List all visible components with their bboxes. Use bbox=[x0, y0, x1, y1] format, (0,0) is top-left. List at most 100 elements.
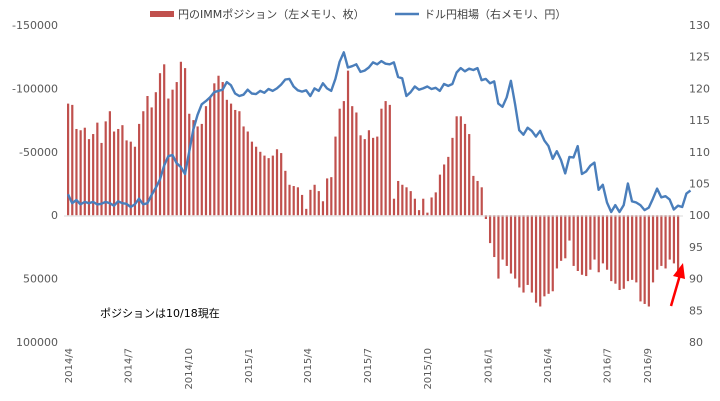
position-bar bbox=[514, 215, 517, 279]
position-bar bbox=[526, 215, 529, 285]
position-bar bbox=[313, 184, 316, 216]
position-bar bbox=[100, 142, 103, 216]
position-bar bbox=[468, 134, 471, 216]
position-bar bbox=[443, 164, 446, 216]
position-bar bbox=[229, 103, 233, 216]
position-bar bbox=[656, 215, 659, 270]
left-tick-label: 0 bbox=[51, 209, 58, 222]
left-tick-label: -100000 bbox=[12, 82, 58, 95]
right-tick-label: 100 bbox=[689, 209, 710, 222]
position-bar bbox=[505, 215, 508, 266]
position-bar bbox=[246, 131, 249, 216]
left-tick-label: 50000 bbox=[23, 273, 58, 286]
position-bar bbox=[133, 146, 137, 216]
position-bar bbox=[610, 215, 613, 282]
position-bar bbox=[309, 189, 312, 216]
right-tick-label: 90 bbox=[689, 273, 703, 286]
position-bar bbox=[79, 130, 82, 216]
position-bar bbox=[426, 212, 429, 216]
position-bar bbox=[296, 187, 299, 216]
right-tick-label: 115 bbox=[689, 114, 710, 127]
position-bar bbox=[154, 92, 157, 216]
position-bar bbox=[576, 215, 579, 271]
left-tick-label: -50000 bbox=[19, 146, 58, 159]
position-bar bbox=[200, 123, 203, 216]
position-bar bbox=[568, 215, 571, 241]
position-bar bbox=[509, 215, 513, 274]
position-bar bbox=[213, 83, 216, 216]
position-bar bbox=[259, 151, 262, 216]
position-bar bbox=[392, 198, 396, 216]
position-bar bbox=[342, 101, 345, 216]
position-bar bbox=[117, 128, 120, 216]
position-bar bbox=[163, 64, 166, 216]
position-bar bbox=[668, 215, 671, 260]
position-bar bbox=[422, 198, 425, 216]
position-bar bbox=[484, 215, 488, 220]
position-bar bbox=[651, 215, 655, 283]
position-bar bbox=[242, 126, 245, 216]
position-bar bbox=[397, 180, 400, 216]
position-bar bbox=[346, 70, 350, 216]
position-bar bbox=[560, 215, 563, 261]
position-bar bbox=[255, 146, 258, 216]
position-bar bbox=[150, 107, 153, 216]
position-bar bbox=[288, 184, 291, 216]
x-tick-label: 2016/7 bbox=[603, 348, 614, 383]
position-bar bbox=[326, 178, 329, 216]
position-bar bbox=[305, 208, 308, 216]
position-bar bbox=[317, 191, 320, 216]
position-bar bbox=[543, 215, 546, 297]
position-bar bbox=[183, 68, 187, 216]
position-bar bbox=[472, 175, 475, 216]
position-bar bbox=[388, 104, 391, 216]
position-bar bbox=[518, 215, 521, 288]
position-bar bbox=[175, 82, 178, 216]
x-tick-label: 2014/7 bbox=[124, 348, 135, 383]
position-bar bbox=[597, 215, 600, 273]
position-bar bbox=[188, 113, 191, 216]
x-tick-label: 2015/4 bbox=[303, 348, 314, 383]
position-bar bbox=[580, 215, 584, 275]
right-tick-label: 80 bbox=[689, 336, 703, 349]
position-bar bbox=[267, 158, 270, 216]
position-bar bbox=[451, 137, 454, 216]
position-bar bbox=[380, 108, 383, 216]
position-bar bbox=[459, 116, 462, 216]
position-bar bbox=[71, 104, 74, 216]
position-bar bbox=[455, 116, 458, 216]
position-bar bbox=[384, 101, 387, 216]
position-bar bbox=[643, 215, 646, 304]
position-bar bbox=[121, 125, 124, 216]
position-bar bbox=[530, 215, 533, 293]
position-bar bbox=[209, 97, 212, 216]
position-bar bbox=[497, 215, 500, 279]
position-bar bbox=[463, 123, 467, 216]
legend: 円のIMMポジション（左メモリ、枚） ドル円相場（右メモリ、円） bbox=[150, 7, 566, 21]
position-bar bbox=[376, 136, 379, 216]
position-bar bbox=[367, 130, 371, 216]
x-tick-label: 2014/4 bbox=[64, 348, 75, 383]
legend-line-label: ドル円相場（右メモリ、円） bbox=[424, 7, 566, 21]
position-bar bbox=[338, 108, 341, 216]
position-bar bbox=[572, 215, 575, 266]
position-bar bbox=[96, 122, 99, 216]
position-bar bbox=[480, 187, 483, 216]
position-bar bbox=[601, 215, 604, 264]
position-bar bbox=[67, 103, 70, 216]
position-bar bbox=[476, 180, 479, 216]
position-bar bbox=[413, 198, 416, 216]
position-bar bbox=[263, 155, 266, 216]
position-bar bbox=[605, 215, 609, 270]
position-bar bbox=[250, 141, 254, 216]
position-bar bbox=[618, 215, 621, 291]
arrow-head bbox=[673, 263, 685, 279]
annotation-text: ポジションは10/18現在 bbox=[100, 307, 220, 320]
position-bar bbox=[405, 187, 408, 216]
position-bar bbox=[564, 215, 567, 259]
legend-bar-label: 円のIMMポジション（左メモリ、枚） bbox=[178, 7, 365, 21]
position-bar bbox=[196, 126, 199, 216]
position-bar bbox=[622, 215, 625, 289]
position-bar bbox=[300, 194, 304, 216]
